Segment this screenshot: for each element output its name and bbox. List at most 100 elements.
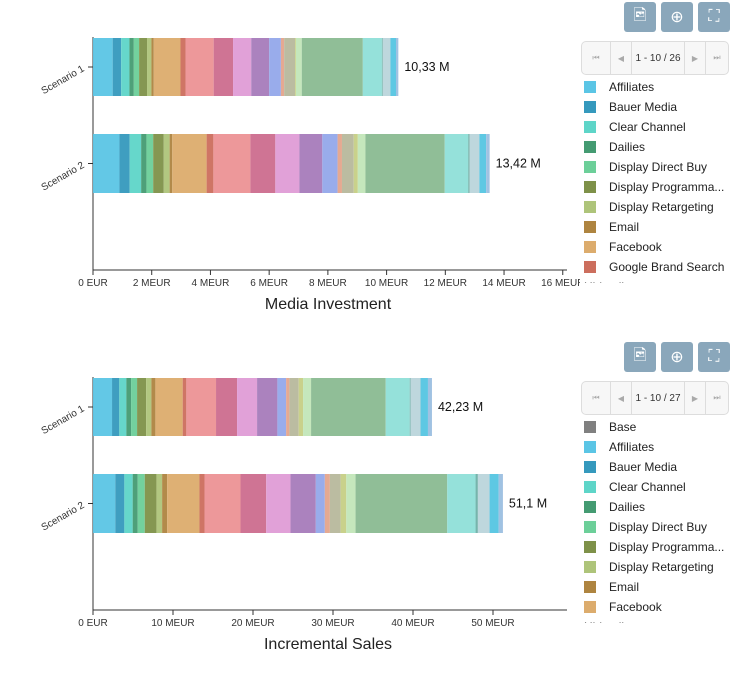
bar-segment-series-16[interactable] <box>277 378 287 436</box>
bar-segment-series-24[interactable] <box>410 378 421 436</box>
legend-item[interactable]: Clear Channel <box>584 117 734 137</box>
bar-segment-display-programma-[interactable] <box>153 134 164 193</box>
bar-segment-series-19[interactable] <box>357 134 366 193</box>
bar-segment-series-20[interactable] <box>301 38 363 96</box>
bar-segment-series-15[interactable] <box>322 134 338 193</box>
zoom-button[interactable]: ⊕ <box>661 342 693 372</box>
legend-item[interactable]: Dailies <box>584 497 734 517</box>
legend-item[interactable]: Display Programma... <box>584 177 734 197</box>
legend-item[interactable]: Base <box>584 417 734 437</box>
bar-segment-series-17[interactable] <box>284 38 295 96</box>
bar-segment-email[interactable] <box>151 378 156 436</box>
bar-segment-facebook[interactable] <box>172 134 207 193</box>
bar-segment-series-21[interactable] <box>311 378 386 436</box>
legend-item[interactable]: Facebook <box>584 237 734 257</box>
bar-segment-display-retargeting[interactable] <box>147 38 152 96</box>
bar-segment-series-23[interactable] <box>469 134 480 193</box>
hide-all-button[interactable]: Hide all <box>584 277 734 283</box>
bar-segment-series-15[interactable] <box>257 378 278 436</box>
bar-segment-clear-channel[interactable] <box>119 378 127 436</box>
bar-segment-series-21[interactable] <box>355 474 448 533</box>
legend-item[interactable]: Display Direct Buy <box>584 517 734 537</box>
next-page-button[interactable]: ▶ <box>685 382 706 414</box>
bar-segment-affiliates[interactable] <box>93 378 113 436</box>
bar-segment-series-24[interactable] <box>390 38 396 96</box>
bar-segment-clear-channel[interactable] <box>121 38 130 96</box>
zoom-button[interactable]: ⊕ <box>661 2 693 32</box>
legend-item[interactable]: Email <box>584 217 734 237</box>
bar-segment-series-19[interactable] <box>298 378 304 436</box>
fullscreen-button[interactable]: ⛶ <box>698 342 730 372</box>
export-image-button[interactable]: 🖻 <box>624 2 656 32</box>
bar-segment-series-13[interactable] <box>240 474 267 533</box>
bar-segment-series-23[interactable] <box>409 378 411 436</box>
bar-segment-affiliates[interactable] <box>93 474 116 533</box>
bar-segment-series-19[interactable] <box>340 474 347 533</box>
bar-segment-series-23[interactable] <box>475 474 478 533</box>
bar-segment-display-programma-[interactable] <box>137 378 147 436</box>
legend-item[interactable]: Display Retargeting <box>584 557 734 577</box>
bar-segment-series-20[interactable] <box>346 474 356 533</box>
prev-page-button[interactable]: ◀ <box>611 382 632 414</box>
bar-segment-series-11[interactable] <box>199 474 205 533</box>
bar-segment-series-21[interactable] <box>444 134 469 193</box>
bar-segment-series-24[interactable] <box>479 134 487 193</box>
bar-segment-email[interactable] <box>162 474 168 533</box>
bar-segment-google-brand-search[interactable] <box>180 38 186 96</box>
bar-segment-series-18[interactable] <box>294 38 296 96</box>
bar-segment-series-13[interactable] <box>216 378 238 436</box>
next-page-button[interactable]: ▶ <box>685 42 706 74</box>
bar-segment-series-13[interactable] <box>275 134 300 193</box>
bar-segment-series-23[interactable] <box>382 38 391 96</box>
bar-segment-display-programma-[interactable] <box>139 38 148 96</box>
bar-segment-series-18[interactable] <box>353 134 358 193</box>
legend-item[interactable]: Clear Channel <box>584 477 734 497</box>
bar-segment-affiliates[interactable] <box>93 38 113 96</box>
bar-segment-series-18[interactable] <box>289 378 299 436</box>
legend-item[interactable]: Bauer Media <box>584 97 734 117</box>
bar-segment-series-15[interactable] <box>290 474 316 533</box>
bar-segment-facebook[interactable] <box>167 474 200 533</box>
bar-segment-display-programma-[interactable] <box>144 474 157 533</box>
last-page-button[interactable]: ⏭ <box>713 53 721 62</box>
bar-segment-display-direct-buy[interactable] <box>133 38 140 96</box>
legend-item[interactable]: Affiliates <box>584 437 734 457</box>
bar-segment-series-14[interactable] <box>237 378 258 436</box>
legend-item[interactable]: Dailies <box>584 137 734 157</box>
bar-segment-display-direct-buy[interactable] <box>146 134 154 193</box>
legend-item[interactable]: Email <box>584 577 734 597</box>
last-page-button[interactable]: ⏭ <box>713 393 721 402</box>
bar-segment-series-13[interactable] <box>233 38 252 96</box>
bar-segment-series-14[interactable] <box>299 134 323 193</box>
bar-segment-affiliates[interactable] <box>93 134 120 193</box>
bar-segment-series-17[interactable] <box>324 474 330 533</box>
bar-segment-series-26[interactable] <box>427 378 432 436</box>
bar-segment-bauer-media[interactable] <box>115 474 125 533</box>
bar-segment-clear-channel[interactable] <box>124 474 133 533</box>
bar-segment-bauer-media[interactable] <box>119 134 130 193</box>
bar-segment-series-20[interactable] <box>303 378 312 436</box>
bar-segment-series-22[interactable] <box>385 378 410 436</box>
bar-segment-series-16[interactable] <box>280 38 285 96</box>
bar-segment-clear-channel[interactable] <box>129 134 142 193</box>
legend-item[interactable]: Display Programma... <box>584 537 734 557</box>
bar-segment-series-18[interactable] <box>329 474 341 533</box>
bar-segment-series-11[interactable] <box>182 378 187 436</box>
legend-item[interactable]: Display Direct Buy <box>584 157 734 177</box>
bar-segment-series-22[interactable] <box>447 474 476 533</box>
bar-segment-series-12[interactable] <box>186 378 217 436</box>
bar-segment-series-16[interactable] <box>337 134 342 193</box>
bar-segment-series-17[interactable] <box>286 378 290 436</box>
bar-segment-series-19[interactable] <box>295 38 302 96</box>
bar-segment-series-17[interactable] <box>341 134 354 193</box>
bar-segment-series-26[interactable] <box>498 474 503 533</box>
prev-page-button[interactable]: ◀ <box>611 42 632 74</box>
bar-segment-series-22[interactable] <box>381 38 383 96</box>
bar-segment-series-11[interactable] <box>185 38 214 96</box>
export-image-button[interactable]: 🖻 <box>624 342 656 372</box>
bar-segment-series-22[interactable] <box>468 134 470 193</box>
bar-segment-display-retargeting[interactable] <box>156 474 163 533</box>
bar-segment-series-12[interactable] <box>213 38 234 96</box>
bar-segment-facebook[interactable] <box>155 378 183 436</box>
bar-segment-series-25[interactable] <box>420 378 428 436</box>
